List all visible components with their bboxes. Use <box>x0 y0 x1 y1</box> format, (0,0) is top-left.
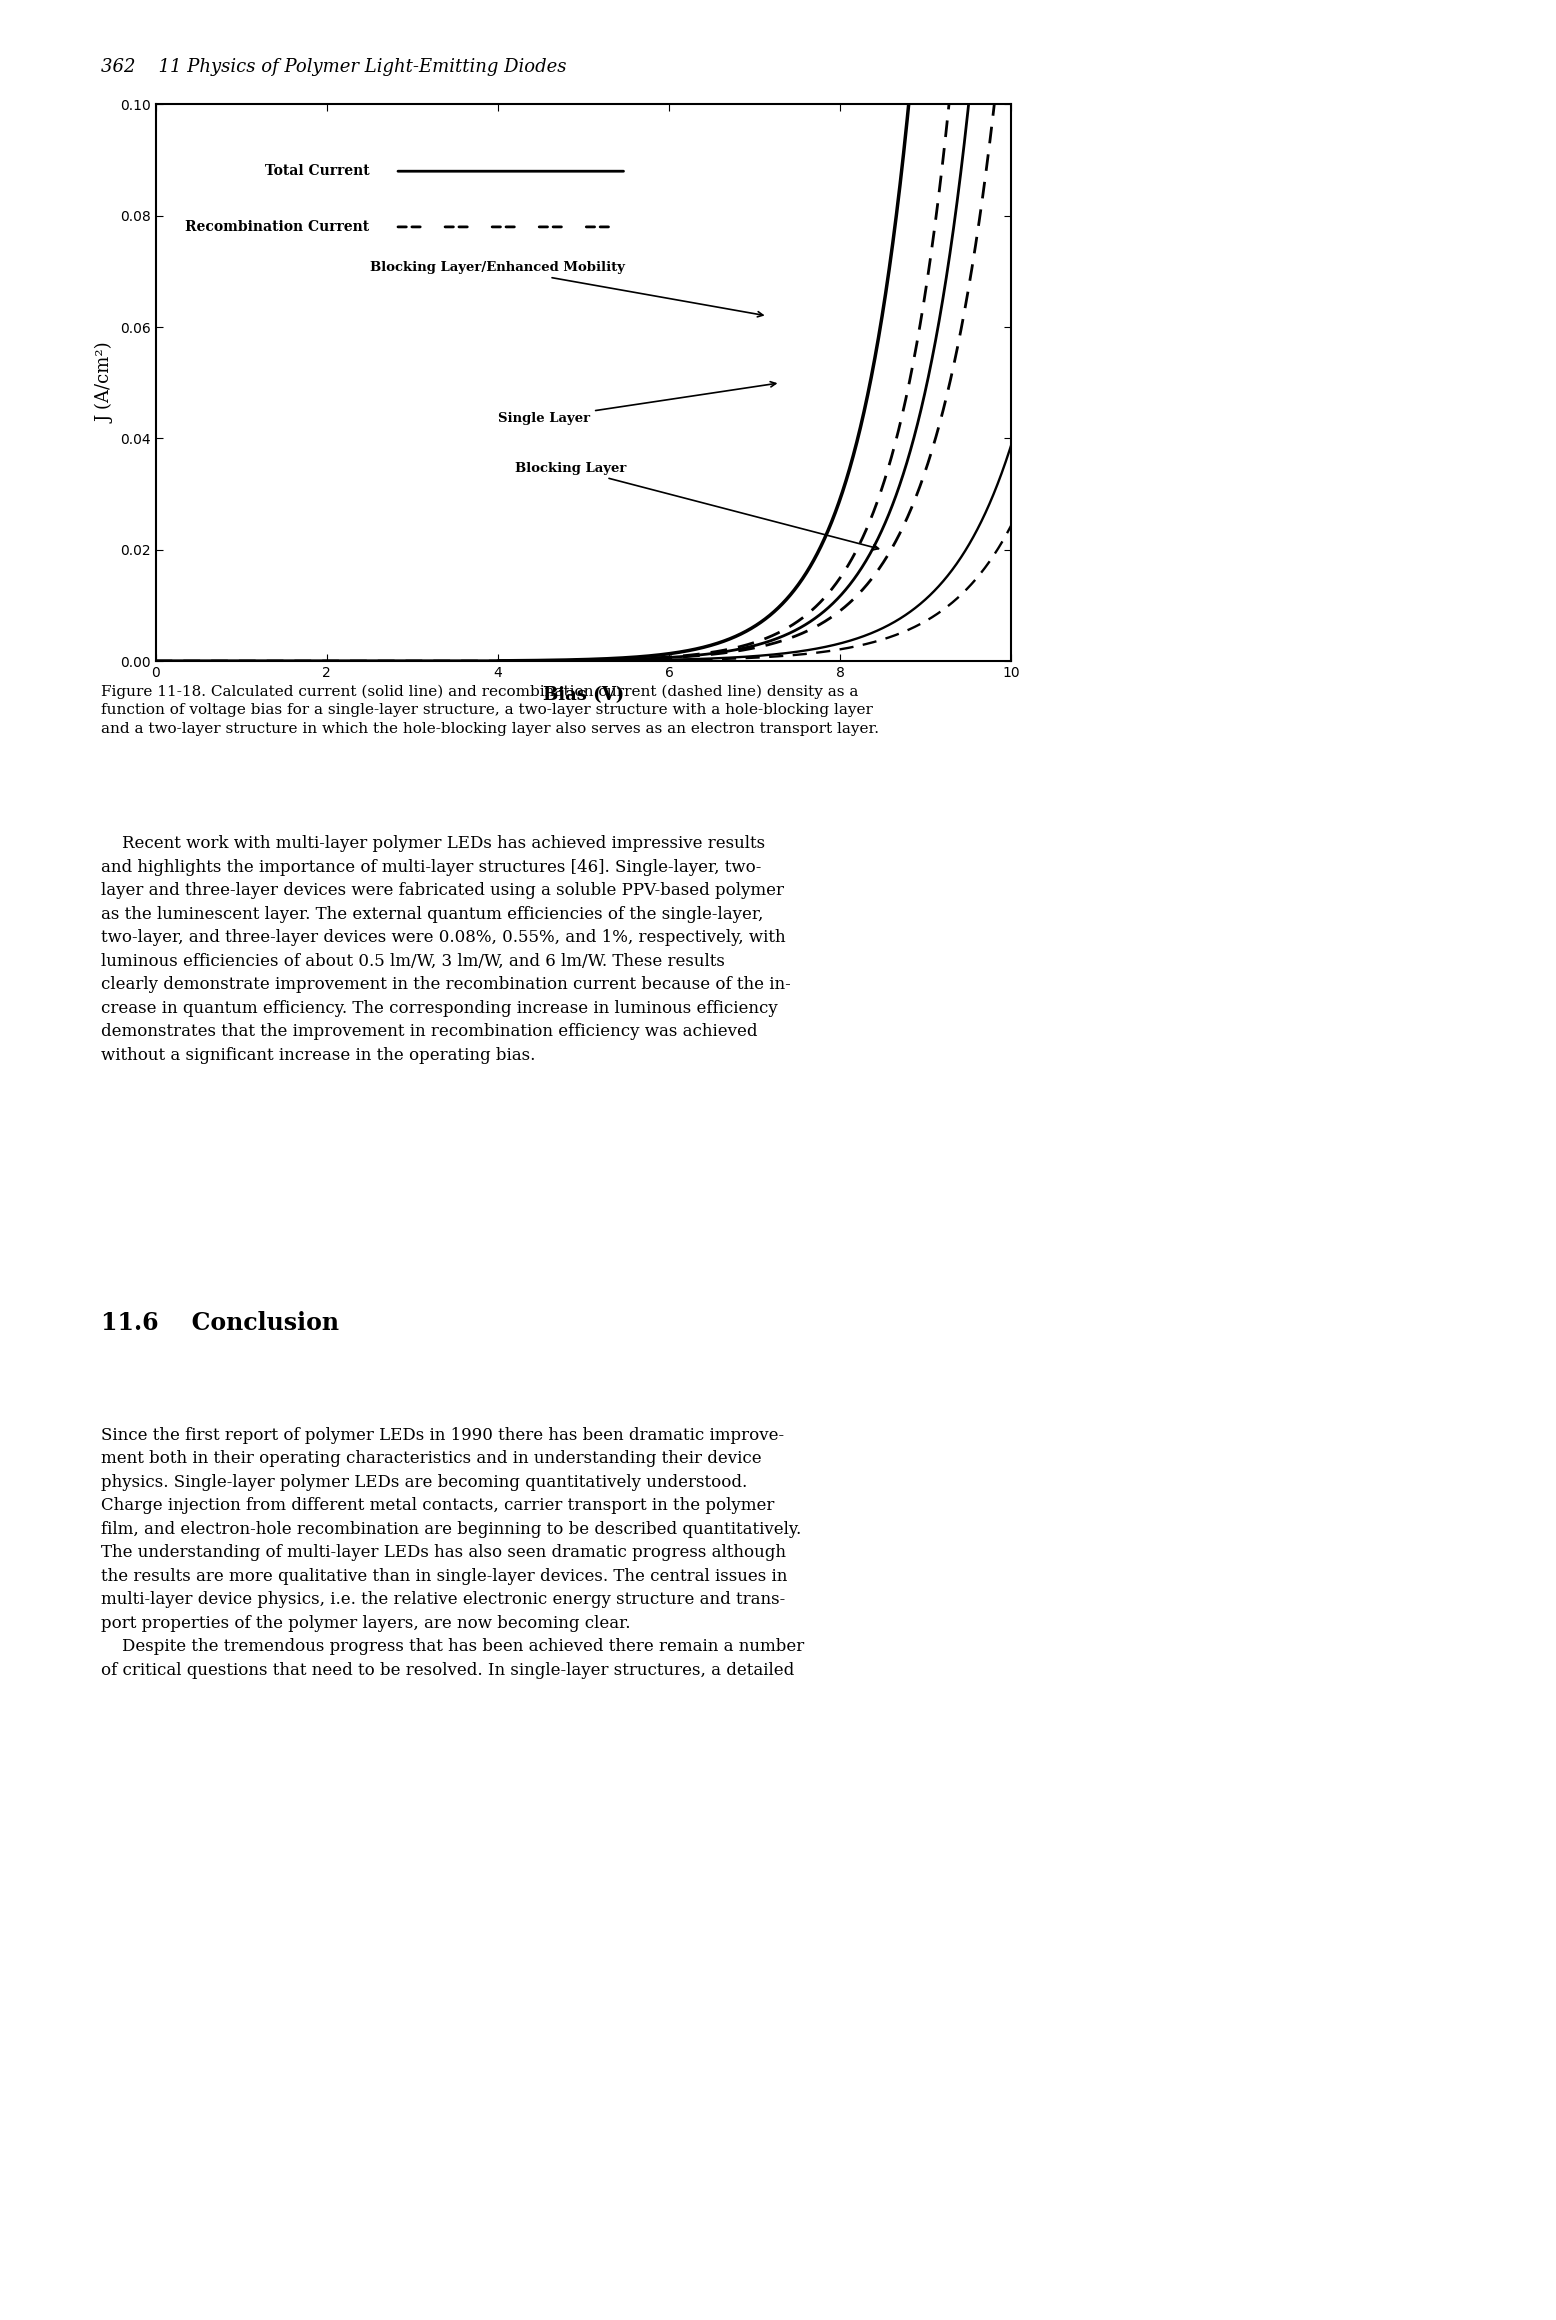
Text: Recombination Current: Recombination Current <box>185 220 370 234</box>
Text: Total Current: Total Current <box>265 165 370 179</box>
X-axis label: Bias (V): Bias (V) <box>543 687 624 703</box>
Text: 11.6    Conclusion: 11.6 Conclusion <box>101 1311 339 1334</box>
Text: 362    11 Physics of Polymer Light-Emitting Diodes: 362 11 Physics of Polymer Light-Emitting… <box>101 58 566 77</box>
Text: Since the first report of polymer LEDs in 1990 there has been dramatic improve-
: Since the first report of polymer LEDs i… <box>101 1427 804 1680</box>
Text: Single Layer: Single Layer <box>498 383 776 425</box>
Text: Figure 11-18. Calculated current (solid line) and recombination current (dashed : Figure 11-18. Calculated current (solid … <box>101 684 879 735</box>
Y-axis label: J (A/cm²): J (A/cm²) <box>96 343 115 422</box>
Text: Blocking Layer/Enhanced Mobility: Blocking Layer/Enhanced Mobility <box>370 262 762 318</box>
Text: Blocking Layer: Blocking Layer <box>515 462 879 550</box>
Text: Recent work with multi-layer polymer LEDs has achieved impressive results
and hi: Recent work with multi-layer polymer LED… <box>101 835 790 1063</box>
